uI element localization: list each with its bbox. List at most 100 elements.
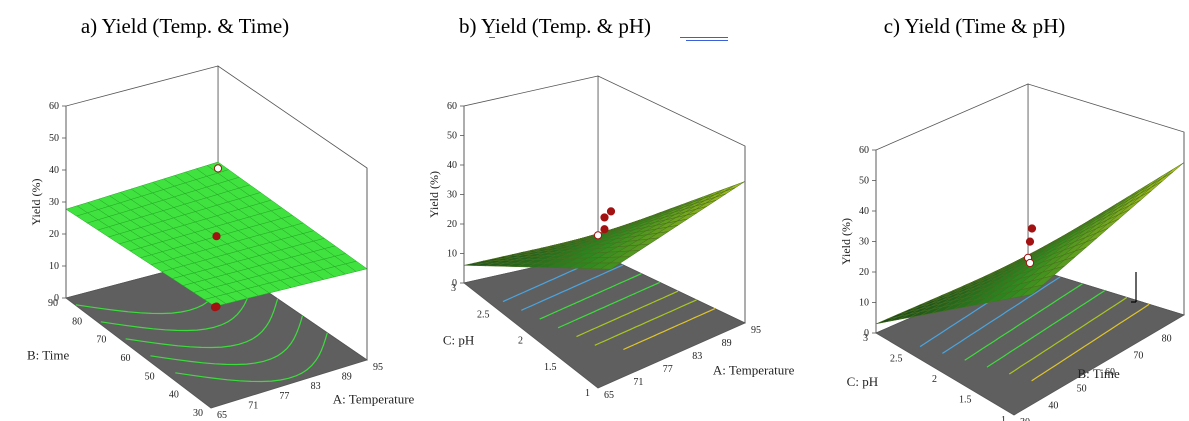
y-tick-label: 90 (48, 298, 58, 309)
z-tick-label: 0 (54, 293, 59, 304)
x-tick-label: 77 (279, 391, 289, 402)
y-tick-label: 40 (169, 390, 179, 401)
z-tick-label: 10 (49, 261, 59, 272)
z-tick-label: 20 (859, 267, 869, 278)
chart-panel-c: c) Yield (Time & pH) 0 10 20 30 40 50 60 Yield … (800, 0, 1189, 421)
z-tick-label: 40 (447, 160, 457, 171)
x-tick-label: 30 (1020, 417, 1030, 421)
chart-panel-b: b) Yield (Temp. & pH) 0 10 20 30 40 50 60 Yield… (400, 0, 800, 421)
x-tick-label: 65 (604, 390, 614, 401)
design-point-4 (1025, 258, 1035, 268)
y-tick-label: 3 (451, 283, 456, 294)
y-tick-label: 1 (585, 388, 590, 399)
y-tick-label: 60 (121, 353, 131, 364)
floor-contour-5 (576, 290, 679, 338)
design-point-4 (600, 225, 609, 234)
x-tick-label: 50 (1077, 384, 1087, 395)
z-tick-label: 10 (447, 249, 457, 260)
floor-contour-5 (1008, 296, 1128, 375)
y-axis-label: C: pH (443, 332, 474, 347)
z-tick-label: 20 (49, 229, 59, 240)
y-axis-label: C: pH (847, 374, 878, 389)
x-tick-label: 89 (722, 338, 732, 349)
y-tick-label: 3 (863, 333, 868, 344)
floor-contour-2 (521, 264, 624, 311)
y-axis-label: B: Time (27, 348, 70, 363)
z-axis-label: Yield (%) (427, 171, 441, 218)
z-tick-label: 50 (447, 131, 457, 142)
z-tick-label: 60 (49, 101, 59, 112)
design-point-4 (212, 302, 221, 311)
floor-contour-3 (539, 273, 642, 320)
floor-contour-3 (964, 283, 1083, 361)
y-tick-label: 80 (72, 316, 82, 327)
z-tick-label: 40 (859, 206, 869, 217)
floor-plane (65, 257, 368, 409)
floor-contour-4 (986, 290, 1106, 368)
z-tick-label: 0 (452, 278, 457, 289)
design-point-3 (600, 213, 609, 222)
x-tick-label: 60 (1105, 367, 1115, 378)
z-axis-label: Yield (%) (839, 218, 853, 265)
design-point-1 (606, 207, 616, 216)
floor-contour-4 (557, 281, 660, 329)
y-tick-label: 70 (96, 335, 106, 346)
z-tick-label: 60 (447, 101, 457, 112)
z-tick-label: 50 (859, 176, 869, 187)
y-tick-label: 50 (145, 371, 155, 382)
z-tick-label: 50 (49, 133, 59, 144)
x-tick-label: 83 (311, 381, 321, 392)
design-point-3 (1025, 237, 1035, 246)
floor-contour-6 (1031, 303, 1150, 382)
z-axis-label: Yield (%) (29, 179, 43, 226)
floor-contour-4 (150, 315, 303, 366)
floor-contour-6 (594, 299, 697, 346)
floor-contour-2 (942, 276, 1061, 354)
z-tick-label: 0 (864, 328, 869, 339)
chart-panel-a: a) Yield (Temp. & Time) 0 10 20 30 40 50 60 Yie… (0, 0, 430, 421)
x-tick-label: 70 (1133, 350, 1143, 361)
surface-plot-a: 0 10 20 30 40 50 60 Yield (%) 65 71 77 83 89 95 A: Tem… (27, 65, 415, 421)
y-tick-label: 30 (193, 408, 203, 419)
y-tick-label: 2 (518, 336, 523, 347)
z-tick-label: 60 (859, 145, 869, 156)
x-tick-label: 95 (751, 325, 761, 336)
x-axis-label: B: Time (1078, 366, 1121, 381)
y-tick-label: 1.5 (959, 395, 972, 406)
x-tick-label: 65 (217, 410, 227, 421)
chart-title-c: c) Yield (Time & pH) (883, 14, 1066, 38)
z-tick-label: 30 (447, 190, 457, 201)
x-tick-label: 80 (1162, 334, 1172, 345)
z-tick-label: 10 (859, 298, 869, 309)
y-tick-label: 1 (1001, 415, 1006, 421)
floor-contour-2 (100, 281, 254, 332)
z-tick-label: 30 (49, 197, 59, 208)
x-tick-label: 95 (373, 362, 383, 373)
x-tick-label: 77 (663, 364, 673, 375)
y-tick-label: 2.5 (890, 354, 903, 365)
floor-contour-7 (623, 308, 716, 351)
x-tick-label: 89 (342, 372, 352, 383)
x-axis-label: A: Temperature (333, 392, 415, 407)
surface-patch (599, 262, 622, 270)
x-tick-label: 71 (633, 377, 643, 388)
floor-contour-5 (175, 332, 328, 383)
y-tick-label: 2.5 (477, 309, 490, 320)
z-tick-label: 40 (49, 165, 59, 176)
floor-contour-3 (125, 298, 279, 349)
design-point-3 (212, 232, 221, 241)
design-point-2 (213, 164, 223, 173)
title-underline-b3 (686, 40, 728, 41)
title-underline-b1 (489, 37, 495, 38)
x-tick-label: 71 (248, 400, 258, 411)
y-tick-label: 2 (932, 374, 937, 385)
z-tick-label: 30 (859, 237, 869, 248)
surface-patch (1020, 284, 1044, 297)
x-tick-label: 83 (692, 351, 702, 362)
x-tick-label: 40 (1048, 400, 1058, 411)
y-tick-label: 1.5 (544, 362, 557, 373)
x-axis-label: A: Temperature (713, 362, 795, 377)
design-point-1 (1027, 224, 1037, 233)
z-tick-label: 20 (447, 219, 457, 230)
